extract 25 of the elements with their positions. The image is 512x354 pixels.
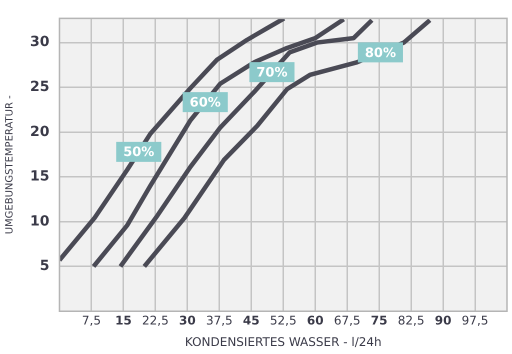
x-tick-label: 30 bbox=[178, 314, 196, 328]
x-tick-label: 37,5 bbox=[206, 314, 233, 328]
x-tick-label: 45 bbox=[242, 314, 260, 328]
x-tick-label: 67,5 bbox=[334, 314, 361, 328]
x-tick-label: 90 bbox=[434, 314, 452, 328]
series-label: 70% bbox=[256, 66, 288, 80]
y-tick-label: 30 bbox=[30, 34, 50, 50]
x-tick-label: 60 bbox=[306, 314, 324, 328]
x-tick-label: 82,5 bbox=[398, 314, 424, 328]
x-tick-label: 15 bbox=[115, 314, 132, 328]
y-tick-label: 20 bbox=[30, 124, 50, 140]
series-label: 60% bbox=[190, 95, 221, 110]
series-label: 50% bbox=[123, 145, 154, 160]
x-tick-label: 97,5 bbox=[462, 314, 488, 328]
y-tick-label: 15 bbox=[30, 168, 50, 185]
x-tick-label: 75 bbox=[370, 314, 388, 328]
x-tick-label: 52,5 bbox=[270, 314, 297, 328]
x-tick-label: 7,5 bbox=[82, 314, 101, 328]
series-label: 80% bbox=[364, 46, 396, 61]
x-tick-label: 22,5 bbox=[142, 314, 169, 328]
x-axis-title: KONDENSIERTES WASSER - l/24h bbox=[184, 334, 382, 349]
y-tick-label: 5 bbox=[40, 258, 50, 274]
y-axis-title: UMGEBUNGSTEMPERATUR - bbox=[4, 94, 16, 234]
y-tick-label: 25 bbox=[30, 78, 50, 95]
y-tick-label: 10 bbox=[30, 213, 50, 230]
